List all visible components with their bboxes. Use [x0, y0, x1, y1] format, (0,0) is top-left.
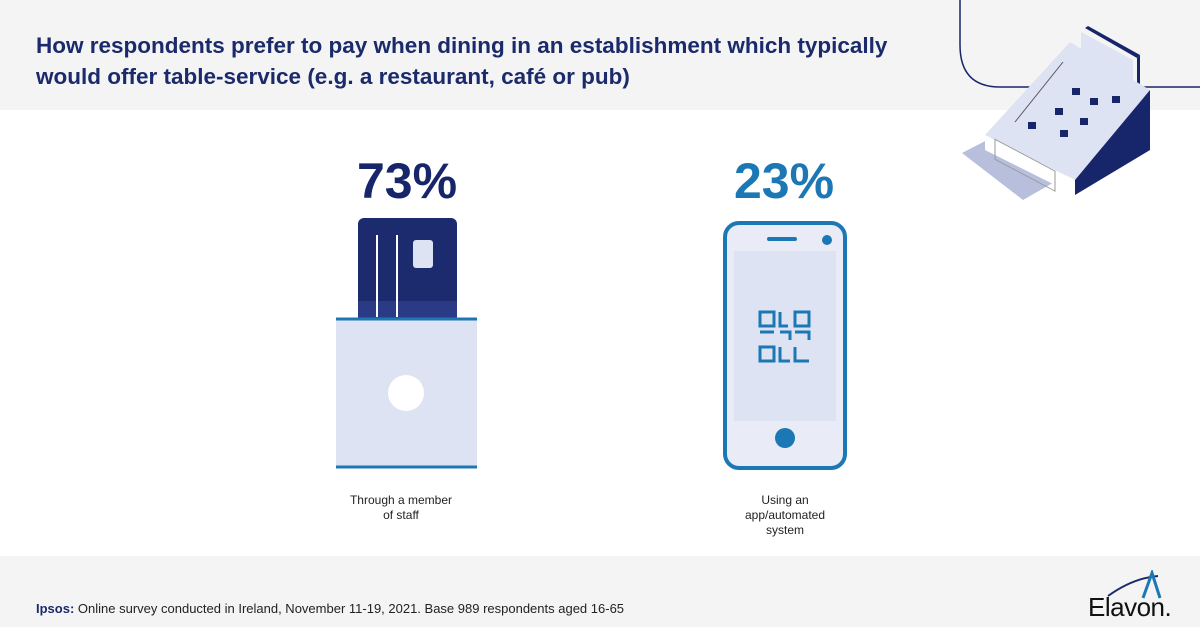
phone-qr-code-icon: [723, 221, 847, 470]
cash-register-icon: [962, 26, 1150, 200]
footer-band: [0, 556, 1200, 627]
stat-label-app: Using an app/automated system: [685, 493, 885, 538]
header-band: [0, 0, 1200, 110]
page-title: How respondents prefer to pay when dinin…: [36, 33, 888, 89]
elavon-logo: Elavon.: [1088, 570, 1188, 622]
label-line: Using an: [761, 493, 809, 507]
header-curve-line: [959, 0, 1200, 88]
label-line: system: [765, 523, 804, 537]
source-text: Online survey conducted in Ireland, Nove…: [74, 601, 625, 616]
stat-value-app: 23%: [733, 153, 835, 209]
label-line: app/automated: [744, 508, 826, 522]
logo-text: Elavon.: [1088, 592, 1172, 622]
logo-swoosh-icon: [1107, 570, 1162, 599]
stat-value-staff: 73%: [356, 153, 458, 209]
stat-label-staff: Through a member of staff: [301, 493, 501, 523]
source-note: Ipsos: Online survey conducted in Irelan…: [36, 601, 624, 616]
card-in-reader-icon: [336, 218, 477, 469]
source-prefix: Ipsos:: [36, 601, 75, 616]
label-line: Through a member: [349, 493, 453, 507]
label-line: of staff: [383, 508, 419, 522]
